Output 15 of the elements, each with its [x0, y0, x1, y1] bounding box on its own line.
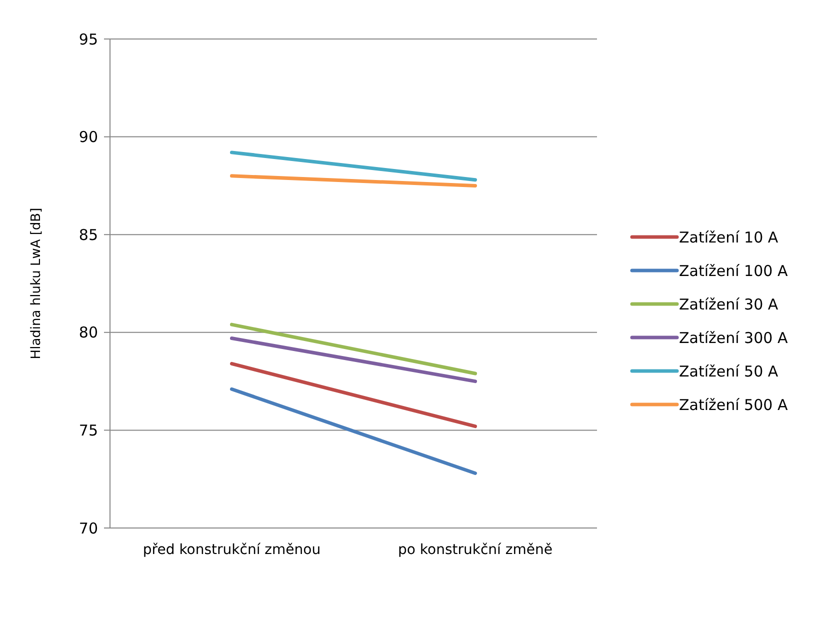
y-tick-label: 80	[78, 324, 98, 342]
legend-label: Zatížení 300 A	[679, 328, 788, 347]
x-tick-label: po konstrukční změně	[398, 542, 552, 558]
y-tick-label: 95	[78, 30, 98, 48]
y-tick-label: 90	[78, 128, 98, 146]
y-tick-label: 70	[78, 519, 98, 538]
y-axis-title: Hladina hluku LwA [dB]	[29, 208, 44, 360]
legend-label: Zatížení 50 A	[679, 362, 779, 380]
legend-label: Zatížení 500 A	[679, 396, 788, 414]
y-tick-label: 75	[78, 421, 98, 440]
legend-label: Zatížení 100 A	[679, 262, 788, 280]
legend-label: Zatížení 30 A	[679, 295, 779, 314]
y-tick-label: 85	[78, 226, 98, 244]
x-tick-label: před konstrukční změnou	[142, 542, 321, 558]
legend-label: Zatížení 10 A	[679, 228, 779, 246]
